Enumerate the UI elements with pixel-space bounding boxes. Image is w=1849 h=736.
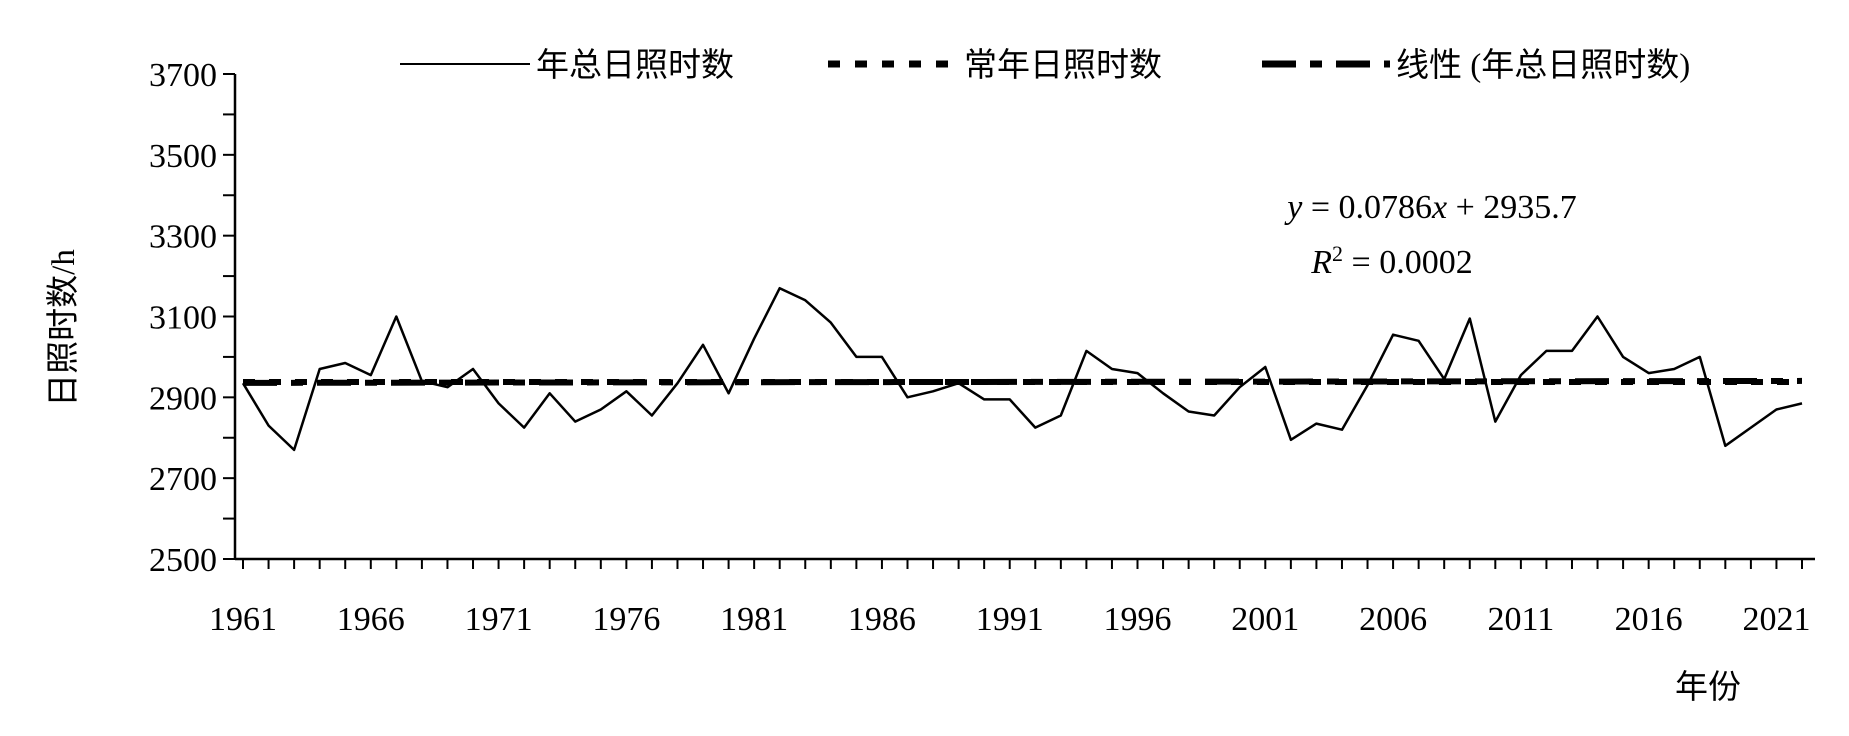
x-tick-label: 1986 [848, 601, 916, 638]
legend-label-annual: 年总日照时数 [536, 47, 734, 84]
eq-x-var: x [1431, 189, 1447, 226]
y-tick-label: 2700 [149, 461, 217, 498]
eq-coef: = 0.0786 [1302, 189, 1432, 226]
x-axis-title: 年份 [1675, 669, 1741, 706]
axes: 2500 2700 2900 3100 3300 3500 3700 1961 1966 1971… [149, 57, 1815, 638]
x-tick-label: 1966 [337, 601, 405, 638]
y-axis-title: 日照时数/h [45, 249, 82, 407]
trend-line [242, 377, 1803, 386]
x-tick-label: 1981 [720, 601, 788, 638]
r2-exponent: 2 [1332, 241, 1343, 266]
y-tick-label: 3700 [149, 57, 217, 94]
x-tick-label: 1961 [209, 601, 277, 638]
eq-intercept: + 2935.7 [1447, 189, 1577, 226]
x-tick-label: 2011 [1487, 601, 1554, 638]
y-tick-label: 2900 [149, 380, 217, 417]
trend-equation: y = 0.0786x + 2935.7 [1284, 189, 1577, 226]
y-tick-label: 3300 [149, 219, 217, 256]
legend-label-normal: 常年日照时数 [964, 47, 1162, 84]
r-squared: R2 = 0.0002 [1310, 241, 1472, 282]
eq-y-var: y [1284, 189, 1303, 226]
series-layer [241, 286, 1803, 452]
y-tick-label: 3100 [149, 300, 217, 337]
annual-sunshine-line [241, 286, 1803, 452]
x-tick-label: 1996 [1104, 601, 1172, 638]
x-tick-label: 2001 [1231, 601, 1299, 638]
x-tick-label: 1976 [592, 601, 660, 638]
y-tick-label: 2500 [149, 542, 217, 579]
r2-var: R [1310, 244, 1332, 281]
x-tick-label: 1971 [465, 601, 533, 638]
y-tick-label: 3500 [149, 138, 217, 175]
x-tick-label: 2006 [1359, 601, 1427, 638]
x-tick-label: 2016 [1615, 601, 1683, 638]
legend: 年总日照时数 常年日照时数 线性 (年总日照时数) [400, 47, 1690, 84]
legend-label-trend: 线性 (年总日照时数) [1396, 47, 1690, 84]
r2-value: = 0.0002 [1343, 244, 1473, 281]
x-tick-label: 2021 [1742, 601, 1810, 638]
x-tick-label: 1991 [976, 601, 1044, 638]
